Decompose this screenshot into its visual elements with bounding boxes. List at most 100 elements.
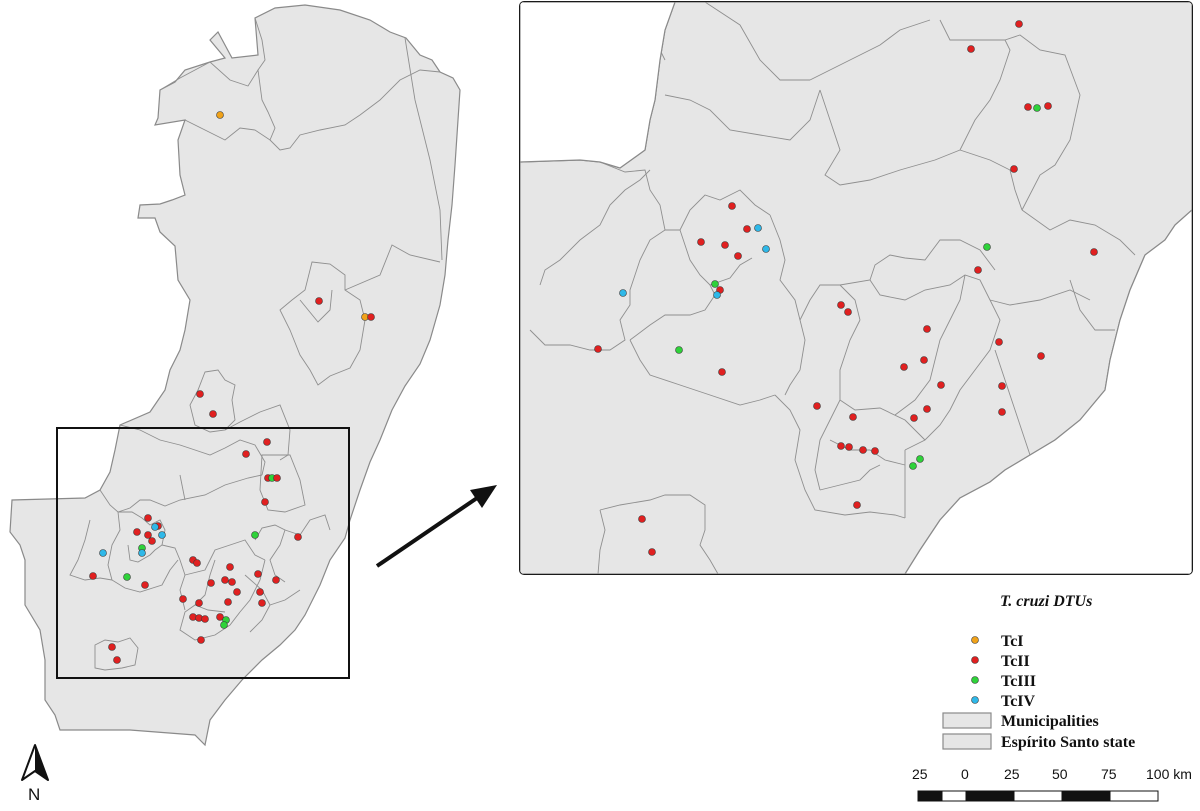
tcii-point: [859, 446, 867, 454]
scale-bar: 25 0 25 50 75 100 km: [912, 766, 1192, 802]
tciii-point: [983, 243, 991, 251]
tci-point: [216, 111, 224, 119]
tcii-point: [196, 390, 204, 398]
legend-label-municipalities: Municipalities: [1001, 713, 1099, 730]
legend-label-tciii: TcIII: [1001, 673, 1036, 690]
inset-map: [519, 1, 1193, 575]
tciv-point: [754, 224, 762, 232]
tciii-point: [916, 455, 924, 463]
legend-tcii-symbol: [971, 656, 979, 664]
legend-tciii-symbol: [971, 676, 979, 684]
legend-tciv-symbol: [971, 696, 979, 704]
legend-label-state: Espírito Santo state: [1001, 734, 1135, 751]
tciv-point: [619, 289, 627, 297]
tcii-point: [272, 576, 280, 584]
tcii-point: [1024, 103, 1032, 111]
tciii-point: [220, 621, 228, 629]
tcii-point: [263, 438, 271, 446]
tcii-point: [937, 381, 945, 389]
tcii-point: [113, 656, 121, 664]
legend-municipalities-swatch: [942, 712, 992, 729]
tcii-point: [1010, 165, 1018, 173]
legend-title: T. cruzi DTUs: [1000, 593, 1092, 610]
tcii-point: [89, 572, 97, 580]
tcii-point: [743, 225, 751, 233]
scale-segment: [1109, 790, 1159, 802]
scale-label: 75: [1101, 766, 1117, 782]
tcii-point: [133, 528, 141, 536]
inset-extent-rectangle: [56, 427, 350, 679]
tcii-point: [900, 363, 908, 371]
tciii-point: [123, 573, 131, 581]
tcii-point: [294, 533, 302, 541]
tcii-point: [273, 474, 281, 482]
tcii-point: [923, 325, 931, 333]
scale-segment: [965, 790, 1015, 802]
tciv-point: [138, 549, 146, 557]
main-map-points: [89, 111, 375, 664]
scale-segment: [1061, 790, 1111, 802]
tcii-point: [179, 595, 187, 603]
tcii-point: [207, 579, 215, 587]
main-map: [9, 4, 461, 747]
tcii-point: [923, 405, 931, 413]
tcii-point: [195, 599, 203, 607]
tcii-point: [1015, 20, 1023, 28]
legend-tci-symbol: [971, 636, 979, 644]
inset-ocean-area: [903, 208, 1192, 574]
tcii-point: [871, 447, 879, 455]
tcii-point: [242, 450, 250, 458]
scale-label: 50: [1052, 766, 1068, 782]
tcii-point: [920, 356, 928, 364]
tcii-point: [974, 266, 982, 274]
scale-label: 0: [961, 766, 969, 782]
scale-segment: [917, 790, 943, 802]
tcii-point: [226, 563, 234, 571]
scale-segment: [941, 790, 967, 802]
tcii-point: [594, 345, 602, 353]
tcii-point: [233, 588, 241, 596]
tcii-point: [221, 576, 229, 584]
tcii-point: [849, 413, 857, 421]
tcii-point: [718, 368, 726, 376]
tcii-point: [216, 613, 224, 621]
north-label: N: [28, 785, 40, 804]
scale-segment: [1013, 790, 1063, 802]
tcii-point: [1090, 248, 1098, 256]
legend: T. cruzi DTUs TcI TcII TcIII TcIV Munici…: [942, 593, 1135, 751]
tciv-point: [99, 549, 107, 557]
tcii-point: [837, 442, 845, 450]
inset-outside-area: [520, 2, 676, 169]
tcii-point: [697, 238, 705, 246]
tciv-point: [158, 531, 166, 539]
tcii-point: [638, 515, 646, 523]
legend-label-tciv: TcIV: [1001, 693, 1036, 710]
tcii-point: [1044, 102, 1052, 110]
legend-label-tcii: TcII: [1001, 653, 1030, 670]
tcii-point: [144, 531, 152, 539]
tcii-point: [193, 559, 201, 567]
zoom-arrow: [375, 485, 497, 568]
tcii-point: [228, 578, 236, 586]
scale-label: 25: [1004, 766, 1020, 782]
tcii-point: [998, 382, 1006, 390]
tcii-point: [813, 402, 821, 410]
tcii-point: [254, 570, 262, 578]
scale-label: 100 km: [1146, 766, 1192, 782]
tcii-point: [721, 241, 729, 249]
legend-state-swatch: [942, 733, 992, 750]
tcii-point: [201, 615, 209, 623]
tcii-point: [108, 643, 116, 651]
espirito-santo-state: [9, 4, 461, 747]
tcii-point: [648, 548, 656, 556]
inset-map-points: [594, 20, 1098, 556]
tciii-point: [909, 462, 917, 470]
tcii-point: [315, 297, 323, 305]
municipality-boundaries: [69, 17, 443, 671]
tcii-point: [845, 443, 853, 451]
tcii-point: [209, 410, 217, 418]
tcii-point: [367, 313, 375, 321]
tcii-point: [853, 501, 861, 509]
tcii-point: [995, 338, 1003, 346]
